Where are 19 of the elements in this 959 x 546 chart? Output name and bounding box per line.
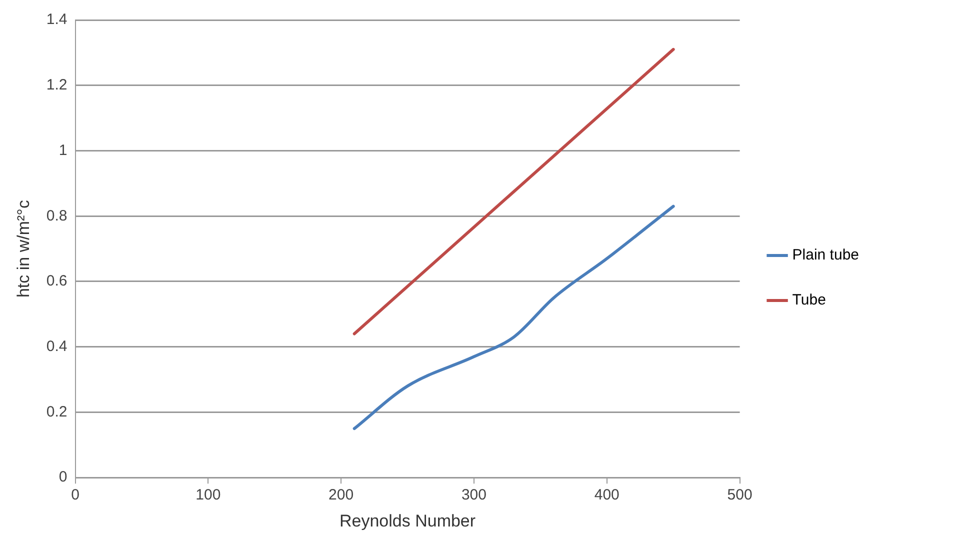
y-tick-label: 1 [58,142,68,159]
x-tick-label: 0 [71,486,80,504]
x-axis-title: Reynolds Number [339,511,476,530]
x-tick-label: 300 [461,486,486,504]
legend-label: Tube [792,292,826,309]
y-tick-label: 0.2 [46,403,68,420]
line-series [352,204,675,430]
legend-label: Plain tube [792,246,859,264]
y-tick-label: 0.8 [46,207,68,224]
y-tick-label: 0 [58,468,68,486]
x-tick-label: 100 [196,486,221,504]
y-axis-title: htc in w/m²°c [14,200,33,298]
x-tick-label: 200 [328,486,354,504]
y-tick-label: 0.4 [46,338,68,355]
y-tick-label: 1.4 [46,11,68,28]
x-tick-label: 400 [594,486,620,504]
y-tick-label: 0.6 [46,272,68,290]
y-tick-label: 1.2 [46,76,68,94]
x-tick-label: 500 [727,486,752,504]
